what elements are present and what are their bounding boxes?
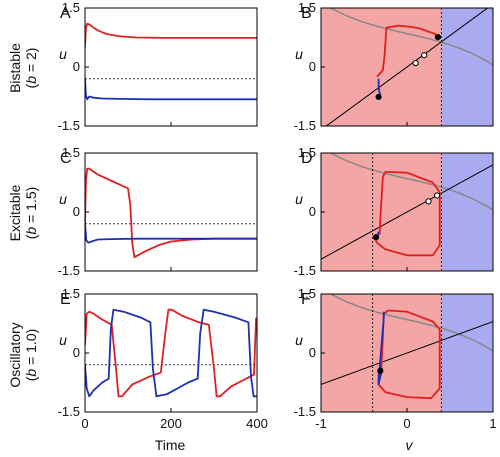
y-tick-label: 0: [309, 59, 316, 74]
fixed-point-stable: [434, 34, 442, 41]
panel-letter-c: C: [60, 150, 72, 167]
row-label-text: Bistable: [7, 43, 23, 93]
y-tick-label: 1.5: [62, 0, 80, 15]
region-left: [321, 8, 442, 126]
y-tick-label: -1.5: [294, 118, 316, 133]
fixed-point-unstable: [421, 52, 428, 59]
fixed-point-stable: [377, 367, 384, 374]
y-tick-label: -1.5: [294, 404, 316, 419]
plot-area: [85, 308, 257, 398]
panel-b: 1.5 0 -1.5 u: [294, 0, 494, 133]
region-right: [441, 153, 493, 271]
panel-letter-b: B: [301, 5, 312, 22]
panel-f: 1.5 0 -1.5 u -1 0 1: [294, 286, 497, 431]
x-tick-label: 400: [246, 416, 268, 431]
panel-letter-f: F: [301, 291, 311, 308]
nullcline-grey: [329, 153, 493, 211]
row-label-text: Excitable: [7, 184, 23, 241]
nullcline-grey: [329, 8, 493, 66]
y-tick-label: 1.5: [298, 145, 316, 160]
region-right: [441, 8, 493, 126]
x-tick-label: -1: [315, 416, 327, 431]
y-axis-title-u: u: [59, 191, 67, 207]
y-tick-label: 1.5: [298, 0, 316, 15]
panel-c: 1.5 0 -1.5 u: [58, 145, 258, 278]
plot-area: [321, 294, 493, 412]
y-tick-label: 0: [309, 345, 316, 360]
x-tick-label: 0: [81, 416, 88, 431]
row-label-excitable: Excitable (b = 1.5): [7, 184, 39, 241]
series-red-line: [376, 24, 440, 78]
axes-frame: [84, 7, 258, 127]
fixed-point-unstable: [434, 192, 441, 199]
x-tick-label: 200: [160, 416, 182, 431]
axes-frame: [84, 152, 258, 272]
panel-letter-a: A: [60, 5, 71, 22]
series-red-line: [377, 309, 441, 400]
y-tick-label: 0: [73, 345, 80, 360]
y-tick-label: 1.5: [298, 286, 316, 301]
y-axis-title-u: u: [295, 46, 303, 62]
panels: 1.50-1.5u1.50-1.5u1.50-1.5u1.50-1.5u1.50…: [58, 0, 497, 431]
y-tick-label: 0: [73, 204, 80, 219]
nullcline-linear: [321, 164, 493, 260]
x-tick-label: 1: [489, 416, 496, 431]
series-red-line: [85, 308, 257, 398]
row-param-text: (b = 1.5): [23, 187, 39, 240]
series-blue-line: [377, 311, 385, 386]
x-axis-title-v: v: [406, 437, 414, 453]
plot-area: [85, 22, 257, 101]
series-blue-line: [85, 78, 257, 101]
series-red-line: [85, 22, 257, 48]
nullcline-linear: [325, 8, 489, 126]
row-label-text: Oscillatory: [7, 322, 23, 387]
y-tick-label: -1.5: [294, 263, 316, 278]
axes-frame: [84, 293, 258, 413]
panel-letter-d: D: [301, 150, 313, 167]
plot-area: [321, 8, 493, 126]
y-tick-label: 0: [309, 204, 316, 219]
fixed-point-stable: [375, 93, 382, 100]
y-tick-label: 1.5: [62, 286, 80, 301]
region-right: [441, 294, 493, 412]
x-axis-title-time: Time: [155, 437, 186, 453]
row-label-bistable: Bistable (b = 2): [7, 43, 39, 93]
series-blue-line: [85, 308, 257, 398]
y-axis-title-u: u: [295, 332, 303, 348]
panel-a: 1.5 0 -1.5 u: [58, 0, 258, 133]
panel-e: 1.50-1.5u0 200 400: [58, 286, 268, 431]
y-tick-label: 1.5: [62, 145, 80, 160]
row-param-text: (b = 2): [23, 48, 39, 89]
fixed-point-stable: [372, 234, 380, 241]
y-tick-label: -1.5: [58, 263, 80, 278]
nullcline-linear: [321, 321, 493, 385]
x-tick-label: 0: [403, 416, 410, 431]
y-axis-title-u: u: [59, 46, 67, 62]
plot-area: [85, 167, 257, 259]
fixed-point-unstable: [425, 198, 432, 205]
fixed-point-unstable: [412, 59, 419, 67]
panel-letter-e: E: [60, 291, 71, 308]
y-tick-label: -1.5: [58, 118, 80, 133]
panel-d: 1.5 0 -1.5 u: [294, 145, 494, 278]
series-blue-line: [85, 223, 257, 244]
y-axis-title-u: u: [59, 332, 67, 348]
row-param-text: (b = 1.0): [23, 329, 39, 382]
row-label-oscillatory: Oscillatory (b = 1.0): [7, 322, 39, 387]
y-tick-label: -1.5: [58, 404, 80, 419]
series-red-line: [373, 171, 441, 257]
y-tick-label: 0: [73, 59, 80, 74]
y-axis-title-u: u: [295, 191, 303, 207]
series-red-line: [85, 167, 257, 259]
plot-area: [321, 153, 493, 271]
nullcline-grey: [329, 294, 493, 352]
